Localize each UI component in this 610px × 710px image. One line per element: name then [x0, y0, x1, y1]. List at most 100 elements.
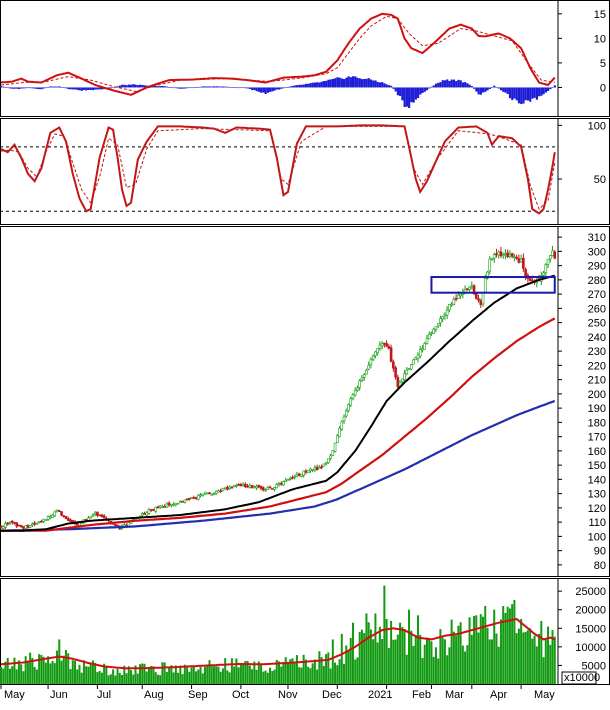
volume-bar	[450, 619, 453, 684]
volume-bar	[459, 622, 462, 684]
volume-bar	[181, 674, 184, 684]
volume-bar	[224, 658, 227, 684]
price-y-tick-label: 290	[588, 261, 606, 273]
candle-up	[293, 476, 296, 478]
volume-bar	[125, 673, 128, 684]
candle-up	[360, 377, 364, 381]
price-panel: 80 90 100 110 120 130 140 150 160 170 180 190 200 210…	[0, 232, 606, 572]
macd-histogram-bar	[118, 85, 122, 88]
volume-bar	[159, 675, 162, 684]
candle-up	[434, 326, 438, 330]
macd-histogram-bar	[219, 86, 222, 88]
candle-down	[226, 487, 229, 490]
volume-bar	[286, 663, 289, 684]
volume-bar	[65, 650, 68, 684]
volume-bar	[24, 656, 27, 684]
volume-bar	[69, 669, 72, 684]
stoch-frame	[0, 118, 610, 225]
macd-histogram-bar	[4, 87, 7, 88]
macd-histogram-bar	[529, 87, 532, 102]
macd-histogram-bar	[345, 77, 348, 88]
volume-bar	[508, 608, 511, 684]
candle-up	[551, 250, 554, 256]
macd-histogram-bar	[430, 86, 433, 88]
candle-up	[470, 285, 474, 288]
macd-histogram-bar	[356, 77, 359, 88]
candle-up	[221, 487, 225, 492]
volume-bar	[452, 631, 455, 684]
macd-histogram-bar	[266, 87, 269, 93]
volume-bar	[381, 638, 384, 684]
macd-histogram-bar	[392, 87, 395, 89]
macd-histogram-bar	[313, 82, 317, 88]
macd-histogram-bar	[437, 82, 440, 88]
macd-histogram-bar	[515, 87, 518, 101]
volume-bar	[549, 644, 552, 684]
candle-down	[392, 361, 395, 369]
macd-histogram-bar	[318, 82, 321, 88]
macd-histogram-bar	[329, 79, 332, 88]
volume-bar	[262, 671, 265, 684]
candle-up	[439, 318, 442, 324]
price-y-tick-label: 160	[588, 446, 606, 458]
volume-bar	[367, 622, 370, 684]
volume-bar	[322, 665, 325, 684]
candle-up	[154, 506, 157, 512]
macd-histogram-bar	[275, 87, 278, 90]
candle-up	[282, 481, 285, 486]
candle-up	[353, 390, 357, 396]
macd-histogram-bar	[186, 87, 189, 89]
volume-bar	[197, 669, 200, 684]
volume-bar	[174, 665, 177, 684]
volume-bar	[293, 662, 296, 684]
volume-bar	[461, 645, 464, 684]
macd-histogram-bar	[47, 87, 50, 88]
candle-up	[161, 506, 164, 508]
macd-histogram-bar	[464, 82, 467, 88]
candle-down	[320, 466, 323, 469]
candle-down	[185, 498, 189, 501]
candle-up	[158, 505, 162, 509]
volume-bar	[517, 628, 520, 684]
macd-histogram-bar	[295, 85, 299, 88]
candle-up	[356, 387, 359, 391]
macd-histogram-bar	[8, 87, 12, 89]
volume-bar	[542, 657, 545, 684]
volume-bar	[154, 672, 157, 684]
volume-bar	[338, 659, 341, 684]
volume-bar	[464, 651, 467, 684]
candle-up	[302, 470, 305, 476]
candle-up	[324, 462, 328, 465]
price-y-tick-label: 150	[588, 460, 606, 472]
volume-bar	[87, 666, 90, 684]
volume-bar	[457, 625, 460, 684]
volume-bar	[210, 666, 213, 684]
volume-bar	[414, 635, 417, 684]
price-y-tick-label: 90	[594, 546, 606, 558]
volume-bar	[520, 619, 523, 684]
macd-histogram-bar	[479, 87, 482, 95]
macd-histogram-bar	[434, 83, 438, 88]
candle-down	[522, 257, 525, 269]
macd-histogram-bar	[414, 87, 417, 100]
macd-histogram-bar	[230, 87, 234, 88]
macd-histogram-bar	[524, 87, 527, 101]
volume-bar	[529, 628, 532, 684]
volume-bar	[408, 609, 411, 684]
stochastic-panel: 50 100	[0, 120, 606, 215]
candle-down	[62, 515, 66, 517]
macd-histogram-bar	[165, 86, 169, 88]
candle-up	[436, 322, 440, 327]
volume-bar	[280, 666, 283, 684]
candle-down	[71, 520, 75, 523]
candle-up	[275, 484, 279, 489]
volume-bar	[251, 669, 254, 684]
x-axis-label-11: Apr	[490, 689, 507, 701]
macd-histogram-bar	[29, 87, 32, 89]
volume-bar	[239, 664, 242, 684]
macd-histogram-bar	[212, 86, 216, 88]
candle-up	[46, 516, 50, 520]
macd-histogram-bar	[354, 76, 357, 88]
volume-bar	[40, 654, 43, 684]
volume-bar	[271, 671, 274, 684]
